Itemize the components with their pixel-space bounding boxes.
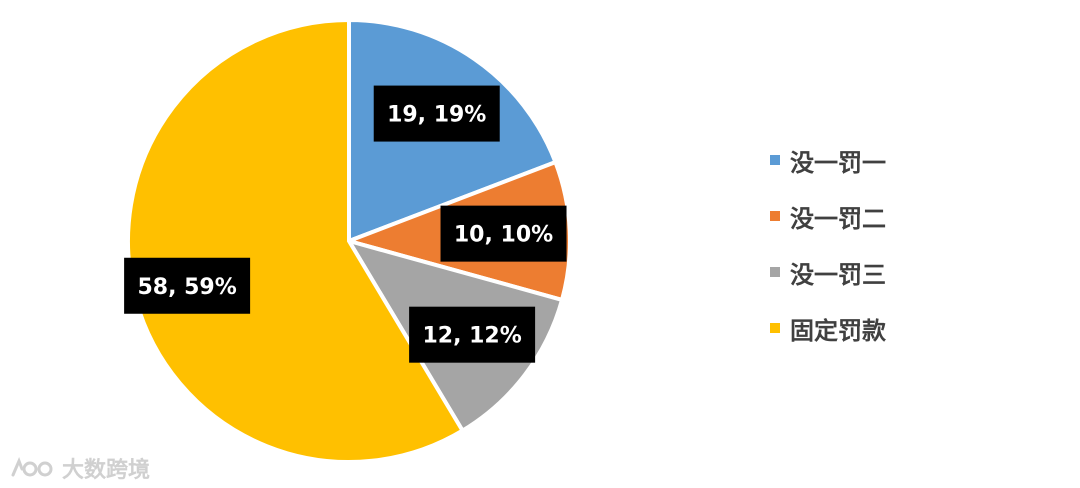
legend-item-2: 没一罚三 xyxy=(770,254,886,290)
legend-label-0: 没一罚一 xyxy=(790,148,886,177)
legend-label-1: 没一罚二 xyxy=(790,204,886,233)
data-label-1: 10, 10% xyxy=(440,205,567,262)
watermark-logo-icon xyxy=(11,456,53,477)
data-label-text-0: 19, 19% xyxy=(387,103,486,128)
legend-label-3: 固定罚款 xyxy=(790,316,886,345)
legend-item-0: 没一罚一 xyxy=(770,142,886,178)
data-label-2: 12, 12% xyxy=(409,306,536,363)
legend-item-1: 没一罚二 xyxy=(770,198,886,234)
watermark: 大数跨境 xyxy=(10,452,150,484)
data-label-text-1: 10, 10% xyxy=(454,223,553,248)
legend-label-2: 没一罚三 xyxy=(790,260,886,289)
data-label-box-3 xyxy=(124,257,251,314)
chart-legend: 没一罚一 没一罚二 没一罚三 固定罚款 xyxy=(770,142,886,346)
watermark-text: 大数跨境 xyxy=(62,458,151,483)
data-label-box-2 xyxy=(409,306,536,363)
legend-item-3: 固定罚款 xyxy=(770,310,886,346)
data-label-text-2: 12, 12% xyxy=(422,324,521,349)
data-label-0: 19, 19% xyxy=(373,85,500,142)
legend-swatch-1 xyxy=(770,211,780,221)
pie-data-labels: 19, 19% 10, 10% 12, 12% 58, 59% xyxy=(124,85,567,363)
data-label-3: 58, 59% xyxy=(124,257,251,314)
legend-swatch-3 xyxy=(770,323,780,333)
legend-swatch-0 xyxy=(770,155,780,165)
data-label-box-1 xyxy=(440,205,567,262)
data-label-box-0 xyxy=(373,85,500,142)
legend-swatch-2 xyxy=(770,267,780,277)
data-label-text-3: 58, 59% xyxy=(137,275,236,300)
